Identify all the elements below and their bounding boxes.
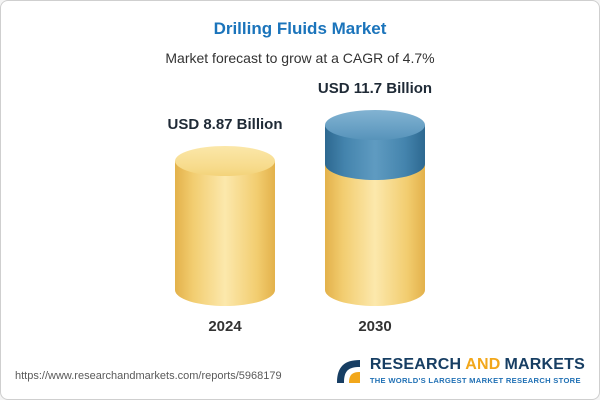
report-url: https://www.researchandmarkets.com/repor… (15, 370, 282, 382)
researchandmarkets-logo-icon (336, 360, 360, 383)
bar-group-2030: USD 11.7 Billion 2030 (300, 80, 450, 335)
cylinder-body-2024 (175, 161, 275, 306)
chart-header: Drilling Fluids Market Market forecast t… (1, 1, 599, 66)
cylinder-top-2030 (325, 110, 425, 140)
value-label-2030: USD 11.7 Billion (317, 80, 433, 97)
cylinder-2024 (175, 146, 275, 306)
cylinder-body-2030 (325, 164, 425, 306)
chart-subtitle: Market forecast to grow at a CAGR of 4.7… (165, 50, 435, 66)
year-label-2030: 2030 (358, 318, 392, 335)
cylinder-top-2024 (175, 146, 275, 176)
brand-tagline: THE WORLD'S LARGEST MARKET RESEARCH STOR… (369, 375, 581, 385)
cylinder-2030 (325, 110, 425, 306)
brand-text: RESEARCH AND MARKETS THE WORLD'S LARGEST M… (369, 356, 585, 385)
bar-chart: USD 8.87 Billion 2024 USD 11.7 Billion 2… (1, 80, 599, 335)
brand-word-and: AND (465, 356, 501, 374)
brand-name: RESEARCH AND MARKETS (369, 356, 585, 374)
brand-word-markets: MARKETS (504, 356, 585, 374)
year-label-2024: 2024 (208, 318, 242, 335)
chart-title: Drilling Fluids Market (213, 19, 387, 38)
bar-group-2024: USD 8.87 Billion 2024 (150, 116, 300, 335)
brand-word-research: RESEARCH (369, 356, 462, 374)
value-label-2024: USD 8.87 Billion (167, 116, 283, 133)
researchandmarkets-logo: RESEARCH AND MARKETS THE WORLD'S LARGEST M… (333, 356, 585, 386)
footer: https://www.researchandmarkets.com/repor… (1, 356, 599, 399)
